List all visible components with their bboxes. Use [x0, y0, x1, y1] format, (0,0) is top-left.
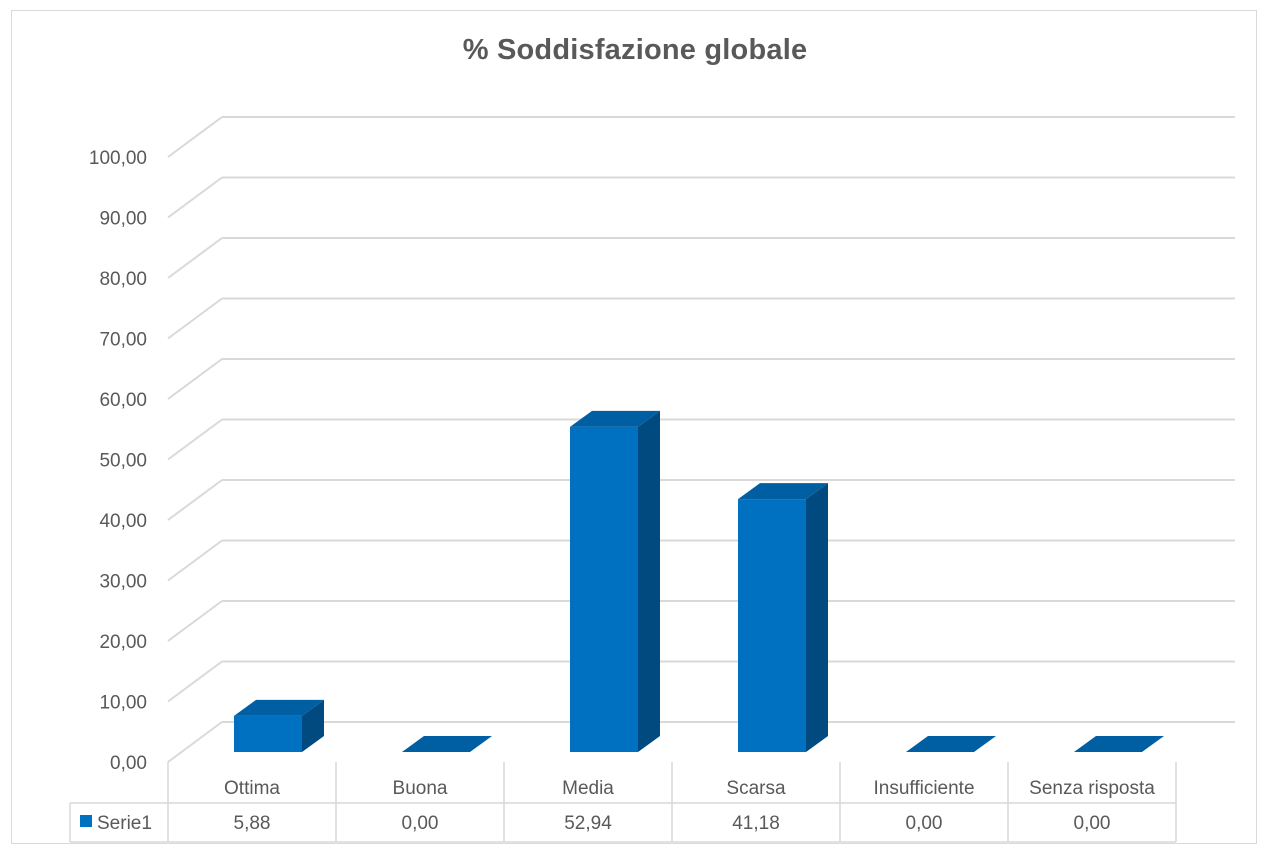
- gridline-slant: [167, 539, 223, 582]
- bar-front: [234, 715, 302, 752]
- y-tick-label: 0,00: [110, 753, 147, 774]
- data-value-label: 5,88: [234, 813, 271, 834]
- y-tick-label: 80,00: [99, 269, 147, 290]
- y-tick-label: 10,00: [99, 693, 147, 714]
- gridline-slant: [167, 116, 223, 158]
- gridline-slant: [167, 721, 223, 763]
- data-value-label: 0,00: [402, 813, 439, 834]
- bar: [1074, 736, 1164, 752]
- data-table: Ottima Buona Media Scarsa Insufficiente Senza…: [69, 762, 1177, 843]
- bar-top: [234, 699, 324, 716]
- y-tick-label: 40,00: [99, 511, 147, 532]
- y-tick-label: 60,00: [99, 390, 147, 411]
- gridline-slant: [167, 600, 223, 642]
- bar: [234, 699, 324, 752]
- category-label: Buona: [393, 778, 448, 799]
- bar-top: [906, 736, 996, 752]
- gridline-slant: [167, 237, 223, 279]
- bar: [906, 736, 996, 752]
- chart-title: % Soddisfazione globale: [462, 34, 808, 66]
- y-axis-ticks: 0,00 10,00 20,00 30,00 40,00 50,00 60,00 70,00 8…: [89, 148, 147, 774]
- bar-front: [570, 426, 638, 752]
- bar-top: [738, 483, 828, 500]
- bar-top: [1074, 736, 1164, 752]
- y-tick-label: 50,00: [99, 451, 147, 472]
- gridline-slant: [167, 297, 223, 340]
- data-value-label: 41,18: [732, 813, 780, 834]
- data-value-label: 52,94: [564, 813, 612, 834]
- gridline-slant: [167, 176, 223, 219]
- bar: [402, 736, 492, 752]
- y-tick-label: 30,00: [99, 572, 147, 593]
- category-label: Senza risposta: [1029, 778, 1155, 799]
- bar-top: [570, 410, 660, 427]
- data-value-label: 0,00: [906, 813, 943, 834]
- y-tick-label: 70,00: [99, 330, 147, 351]
- bar-side: [806, 483, 828, 752]
- y-tick-label: 90,00: [99, 209, 147, 230]
- category-label: Media: [562, 778, 614, 799]
- gridline-slant: [167, 479, 223, 521]
- bars: [234, 410, 1164, 752]
- category-label: Ottima: [224, 778, 280, 799]
- y-tick-label: 20,00: [99, 632, 147, 653]
- bar-top: [402, 736, 492, 752]
- category-label: Scarsa: [726, 778, 786, 799]
- y-tick-label: 100,00: [89, 148, 147, 169]
- category-label: Insufficiente: [873, 778, 974, 799]
- legend-series-name: Serie1: [97, 813, 152, 834]
- gridline-slant: [167, 660, 223, 703]
- bar-front: [738, 499, 806, 752]
- gridline-slant: [167, 358, 223, 400]
- data-value-label: 0,00: [1074, 813, 1111, 834]
- bar: [738, 483, 828, 752]
- gridline-slant: [167, 418, 223, 461]
- gridlines: [167, 116, 1235, 763]
- bar-side: [302, 699, 324, 752]
- legend-swatch: [80, 815, 92, 827]
- bar-side: [638, 410, 660, 752]
- bar: [570, 410, 660, 752]
